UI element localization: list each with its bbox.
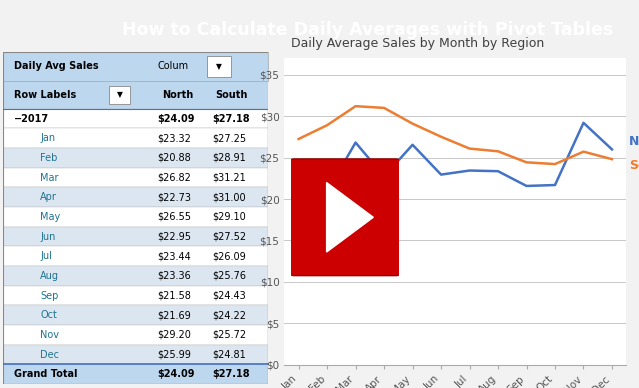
FancyBboxPatch shape: [3, 364, 268, 384]
Text: $29.10: $29.10: [213, 212, 247, 222]
Text: $25.99: $25.99: [157, 350, 191, 360]
Text: Apr: Apr: [40, 192, 58, 202]
Text: $26.09: $26.09: [213, 251, 247, 261]
FancyBboxPatch shape: [3, 81, 268, 109]
FancyBboxPatch shape: [109, 85, 130, 104]
Text: $27.18: $27.18: [213, 369, 250, 379]
Text: $23.32: $23.32: [157, 133, 191, 143]
Text: Feb: Feb: [40, 153, 58, 163]
Text: $24.22: $24.22: [213, 310, 247, 320]
Text: ▼: ▼: [217, 62, 222, 71]
Text: $21.58: $21.58: [157, 291, 191, 301]
Text: $27.52: $27.52: [213, 232, 247, 242]
Text: Jul: Jul: [40, 251, 52, 261]
Text: Sep: Sep: [40, 291, 59, 301]
Text: Daily Avg Sales: Daily Avg Sales: [14, 61, 98, 71]
Text: $20.88: $20.88: [157, 153, 191, 163]
Text: $31.21: $31.21: [213, 173, 247, 183]
FancyBboxPatch shape: [3, 109, 268, 128]
FancyBboxPatch shape: [3, 168, 268, 187]
Text: Row Labels: Row Labels: [14, 90, 76, 100]
Text: Mar: Mar: [40, 173, 59, 183]
Text: North: North: [162, 90, 194, 100]
Text: $22.73: $22.73: [157, 192, 191, 202]
Text: Dec: Dec: [40, 350, 59, 360]
FancyBboxPatch shape: [3, 266, 268, 286]
Text: $23.36: $23.36: [157, 271, 191, 281]
Text: $25.76: $25.76: [213, 271, 247, 281]
FancyBboxPatch shape: [3, 286, 268, 305]
Text: $21.69: $21.69: [157, 310, 191, 320]
Text: South: South: [215, 90, 248, 100]
Text: How to Calculate Daily Averages with Pivot Tables: How to Calculate Daily Averages with Piv…: [122, 21, 613, 39]
Text: $23.44: $23.44: [157, 251, 191, 261]
FancyBboxPatch shape: [3, 246, 268, 266]
FancyBboxPatch shape: [3, 305, 268, 325]
Text: Oct: Oct: [40, 310, 58, 320]
FancyBboxPatch shape: [3, 207, 268, 227]
Text: $26.82: $26.82: [157, 173, 191, 183]
FancyBboxPatch shape: [3, 345, 268, 364]
Polygon shape: [327, 182, 373, 252]
Text: May: May: [40, 212, 61, 222]
FancyBboxPatch shape: [3, 227, 268, 246]
Text: $27.18: $27.18: [213, 114, 250, 124]
Text: Grand Total: Grand Total: [14, 369, 77, 379]
Text: Colum: Colum: [157, 61, 188, 71]
Text: North: North: [629, 135, 639, 147]
Text: $24.09: $24.09: [157, 369, 194, 379]
Text: Nov: Nov: [40, 330, 59, 340]
FancyBboxPatch shape: [3, 52, 268, 81]
Text: Aug: Aug: [40, 271, 59, 281]
Text: $28.91: $28.91: [213, 153, 247, 163]
Text: $24.09: $24.09: [157, 114, 194, 124]
FancyBboxPatch shape: [3, 187, 268, 207]
Text: $25.72: $25.72: [213, 330, 247, 340]
Text: −2017: −2017: [14, 114, 49, 124]
Text: $22.95: $22.95: [157, 232, 191, 242]
Text: Daily Average Sales by Month by Region: Daily Average Sales by Month by Region: [291, 37, 544, 50]
FancyBboxPatch shape: [208, 56, 231, 77]
FancyBboxPatch shape: [3, 325, 268, 345]
FancyBboxPatch shape: [3, 128, 268, 148]
Text: $24.43: $24.43: [213, 291, 247, 301]
FancyBboxPatch shape: [289, 159, 401, 275]
Text: $31.00: $31.00: [213, 192, 246, 202]
Text: Jan: Jan: [40, 133, 56, 143]
Text: South: South: [629, 159, 639, 172]
Text: $27.25: $27.25: [213, 133, 247, 143]
Text: $24.81: $24.81: [213, 350, 247, 360]
Text: Jun: Jun: [40, 232, 56, 242]
Text: $29.20: $29.20: [157, 330, 191, 340]
FancyBboxPatch shape: [3, 148, 268, 168]
Text: ▼: ▼: [117, 90, 123, 99]
Text: $26.55: $26.55: [157, 212, 191, 222]
